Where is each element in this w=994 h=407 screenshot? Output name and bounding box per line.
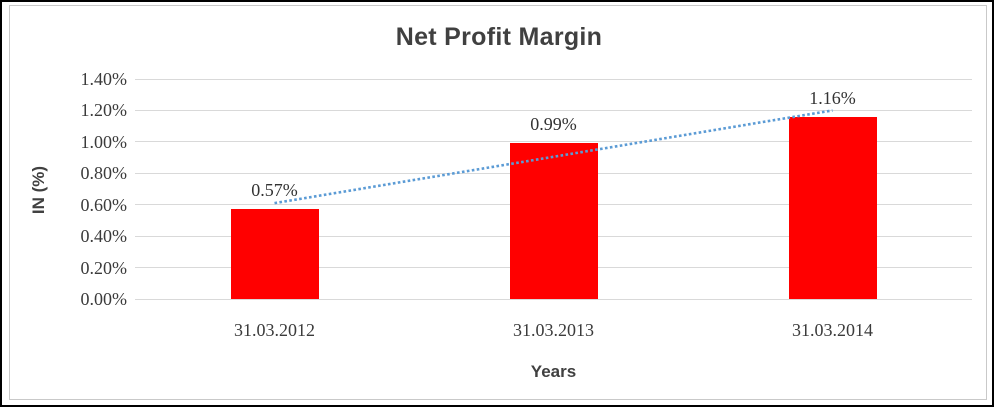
bar-31.03.2013	[509, 143, 598, 299]
y-tick-label: 1.40%	[80, 69, 128, 89]
x-axis-title: Years	[530, 362, 577, 381]
y-tick-label: 0.20%	[80, 257, 128, 278]
x-tick-label: 31.03.2014	[792, 320, 873, 340]
y-tick-label: 1.00%	[80, 131, 128, 152]
linear-trendline	[274, 109, 833, 205]
y-tick-label: 0.80%	[80, 163, 128, 184]
x-tick-label: 31.03.2012	[234, 320, 315, 340]
gridline	[135, 141, 972, 143]
y-tick-label: 0.40%	[80, 226, 128, 247]
y-tick-label: 1.20%	[80, 100, 128, 121]
y-tick-label: 0.60%	[80, 194, 128, 215]
trendline-layer	[274, 109, 833, 205]
chart-border	[9, 5, 987, 400]
bar-value-label: 0.99%	[530, 114, 577, 135]
x-tick-label: 31.03.2013	[513, 320, 594, 340]
gridline	[135, 298, 972, 300]
bar-value-label: 0.57%	[251, 180, 298, 201]
gridline	[135, 109, 972, 111]
bar-value-label: 1.16%	[809, 87, 856, 108]
chart-title: Net Profit Margin	[395, 23, 603, 51]
bar-31.03.2012	[230, 209, 319, 299]
plot-area: 0.57% 0.99% 1.16%	[135, 78, 972, 300]
gridline	[135, 78, 972, 80]
y-tick-label: 0.00%	[80, 289, 128, 309]
bar-31.03.2014	[788, 116, 877, 299]
